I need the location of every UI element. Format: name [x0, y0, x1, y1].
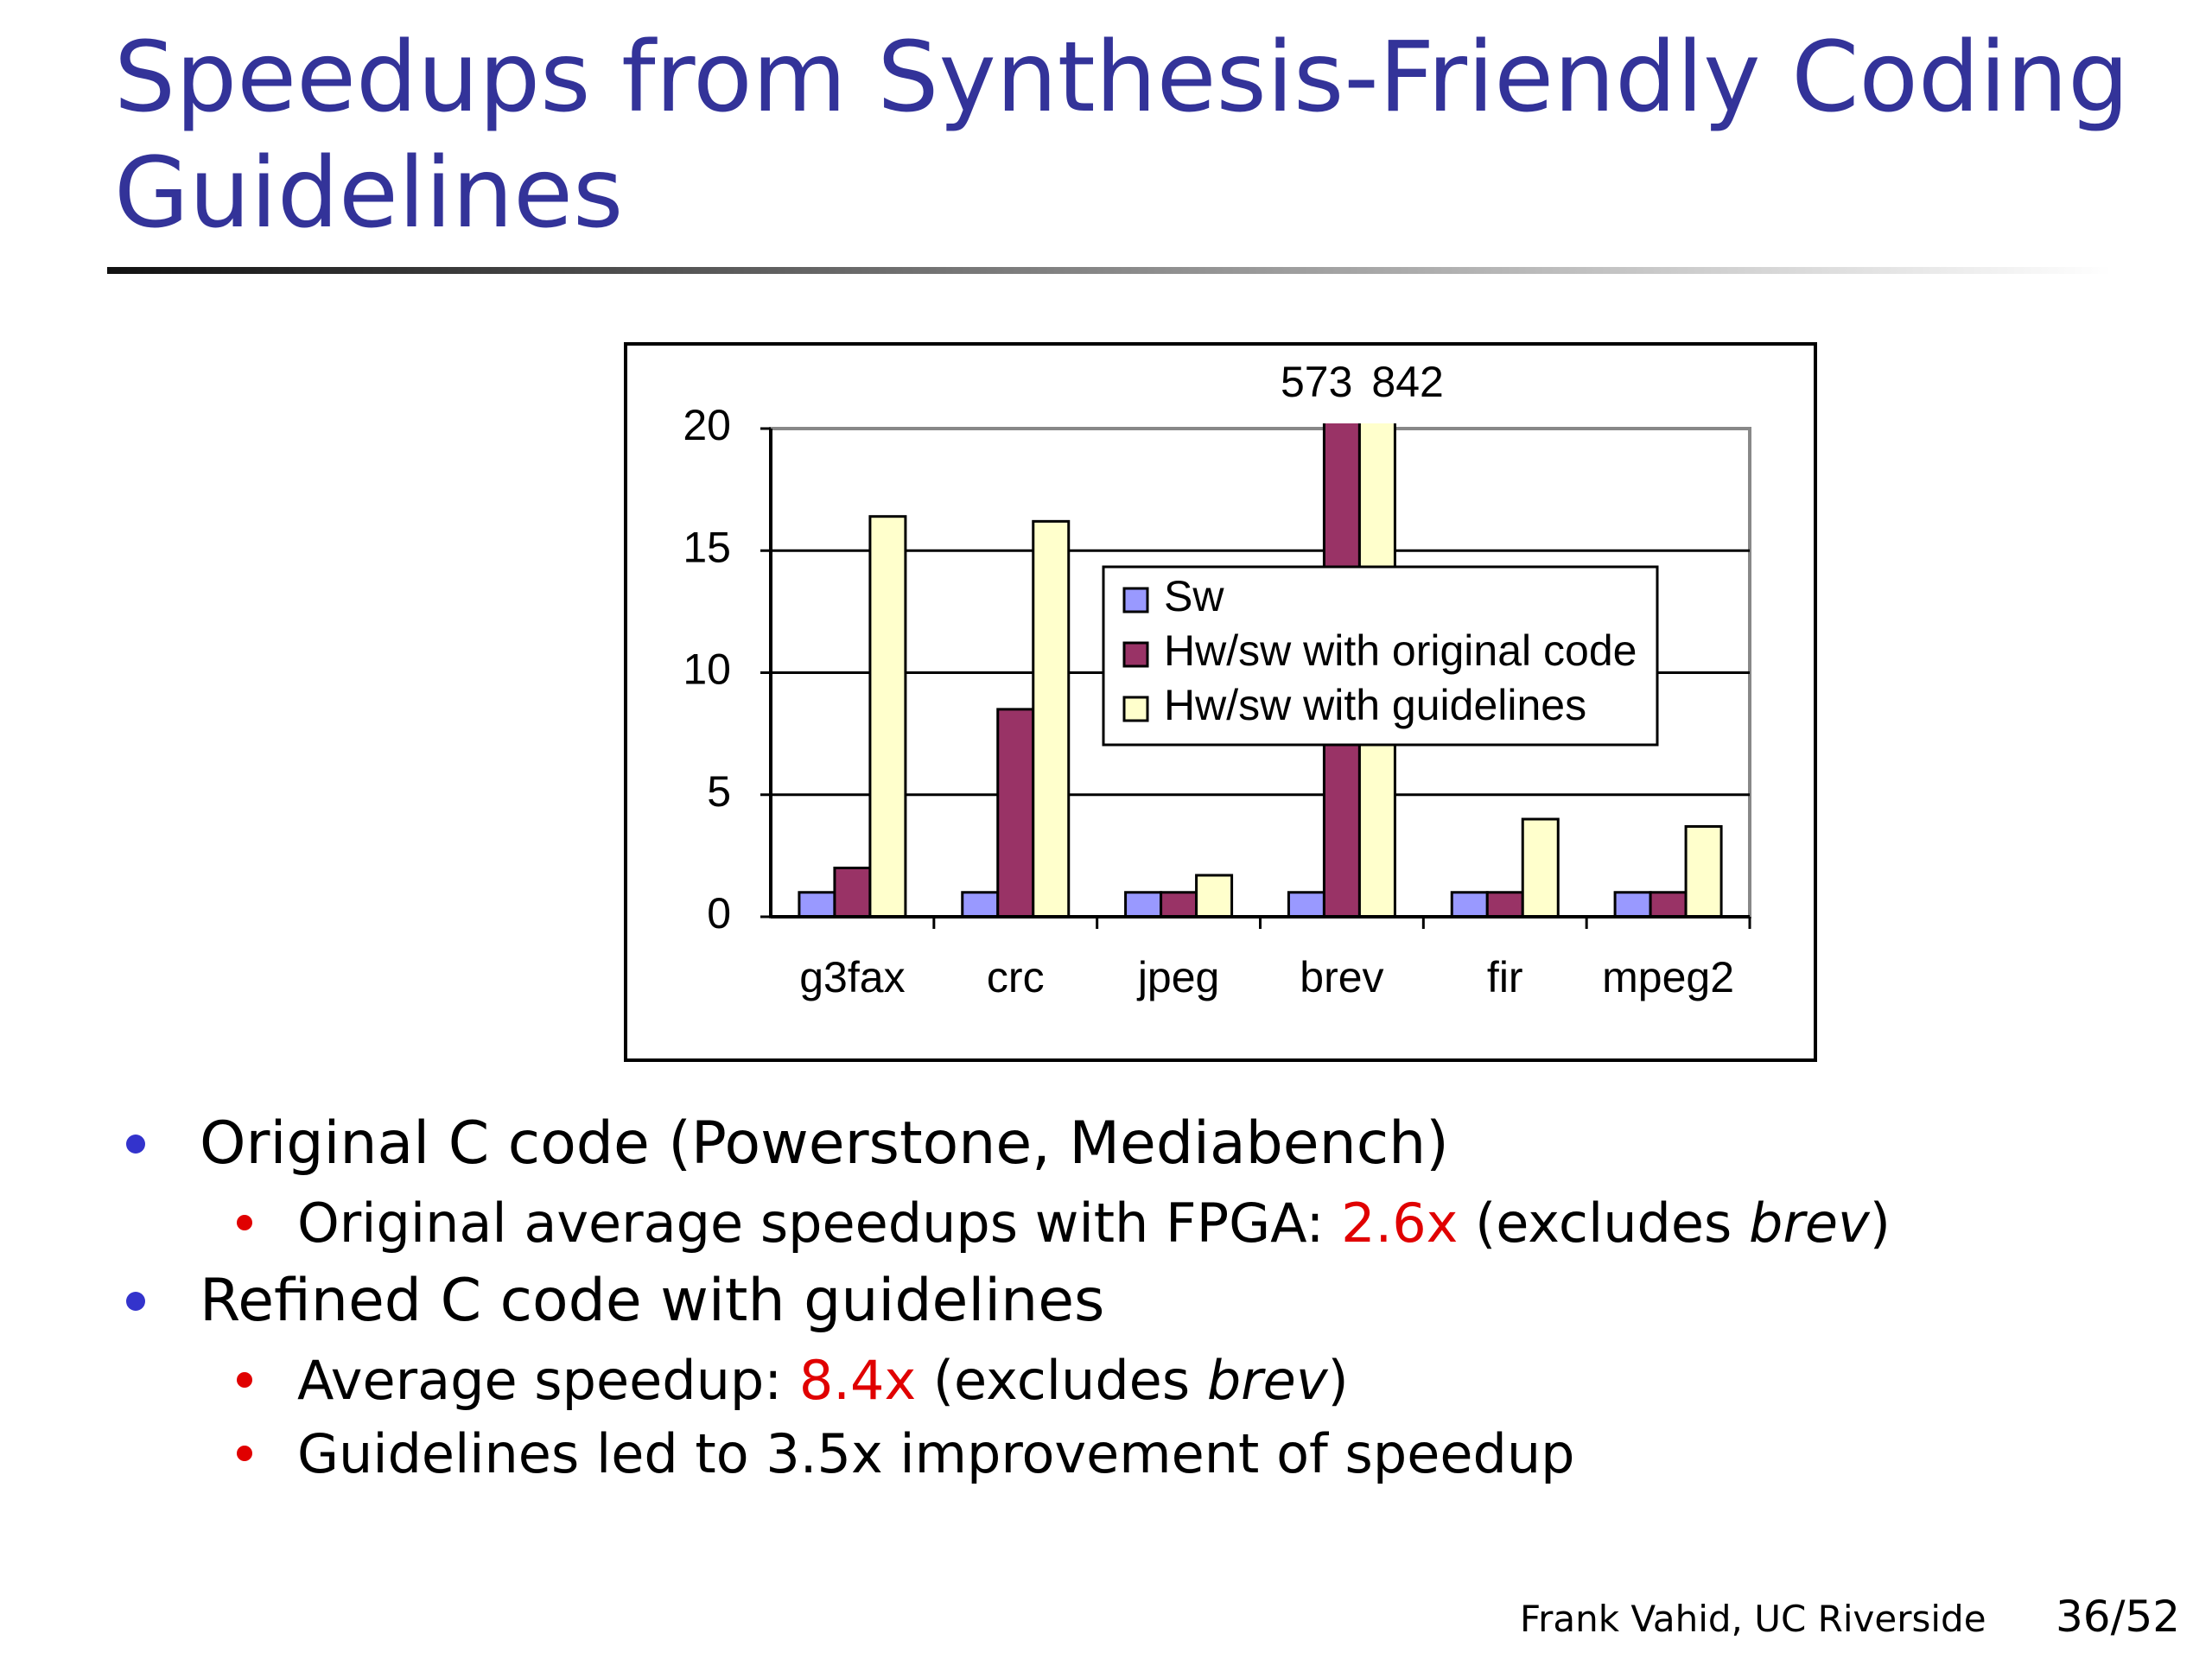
- text-run: 8.4x: [799, 1349, 916, 1412]
- x-tick-label: g3fax: [799, 953, 905, 1001]
- bullet-text: Refined C code with guidelines: [200, 1267, 1104, 1335]
- bar: [1160, 891, 1198, 917]
- bar: [1322, 423, 1361, 917]
- text-run: Original C code (Powerstone, Mediabench): [200, 1109, 1449, 1178]
- chart: 0 5 10 15 20 g3fax crc jpeg brev 573 842 fir mpeg2 Sw…: [683, 358, 1751, 1001]
- bullet-list: Original C code (Powerstone, Mediabench)…: [126, 1109, 1891, 1485]
- y-tick-label: 0: [707, 889, 731, 938]
- legend-box: [1102, 565, 1659, 747]
- y-tick-label: 5: [707, 767, 731, 816]
- y-tick-label: 10: [683, 645, 731, 694]
- legend-swatch: [1122, 587, 1149, 613]
- bullet: [237, 1372, 252, 1388]
- bullet-text: Original average speedups with FPGA: 2.6…: [297, 1192, 1891, 1255]
- bar: [1450, 891, 1489, 917]
- bar: [798, 891, 836, 917]
- bar: [961, 891, 1000, 917]
- page-number: 36/52: [2056, 1592, 2180, 1642]
- text-run: Guidelines led to 3.5x improvement of sp…: [297, 1422, 1575, 1485]
- bullet: [126, 1135, 145, 1154]
- x-tick-label: jpeg: [1136, 953, 1220, 1001]
- bar: [868, 515, 907, 917]
- text-run: (excludes: [916, 1349, 1207, 1412]
- legend-label: Hw/sw with guidelines: [1164, 681, 1586, 729]
- text-run: ): [1870, 1192, 1891, 1255]
- x-tick-label: crc: [987, 953, 1045, 1001]
- bullet-text: Guidelines led to 3.5x improvement of sp…: [297, 1422, 1575, 1485]
- legend-label: Hw/sw with original code: [1164, 626, 1637, 675]
- y-tick-label: 20: [683, 401, 731, 449]
- legend-label: Sw: [1164, 572, 1224, 620]
- x-tick-label: mpeg2: [1602, 953, 1734, 1001]
- bar: [1485, 891, 1524, 917]
- bullet-text: Average speedup: 8.4x (excludes brev): [297, 1349, 1349, 1412]
- bullet-text: Original C code (Powerstone, Mediabench): [200, 1109, 1449, 1178]
- value-label: 573: [1281, 358, 1352, 406]
- bar: [1649, 891, 1688, 917]
- footer-author: Frank Vahid, UC Riverside: [1520, 1598, 1986, 1640]
- bar: [833, 867, 872, 917]
- text-run: (excludes: [1458, 1192, 1749, 1255]
- bullet: [237, 1215, 252, 1230]
- bar: [1124, 891, 1163, 917]
- text-run: ): [1328, 1349, 1349, 1412]
- x-tick-label: fir: [1487, 953, 1523, 1001]
- bar: [1032, 519, 1071, 917]
- bar: [1357, 423, 1396, 917]
- title-line: Speedups from Synthesis-Friendly Coding: [114, 22, 2129, 134]
- title-underline: [107, 267, 2112, 274]
- bar: [1613, 891, 1652, 917]
- title-line: Guidelines: [114, 137, 623, 250]
- bullet: [126, 1292, 145, 1311]
- y-tick-label: 15: [683, 523, 731, 571]
- text-run: brev: [1207, 1349, 1329, 1412]
- text-run: 2.6x: [1341, 1192, 1458, 1255]
- legend-swatch: [1122, 641, 1149, 668]
- bar: [1195, 874, 1234, 917]
- bar: [996, 708, 1035, 917]
- bar: [1287, 891, 1325, 917]
- bullet: [237, 1446, 252, 1461]
- legend-swatch: [1122, 696, 1149, 722]
- text-run: Average speedup:: [297, 1349, 799, 1412]
- text-run: brev: [1749, 1192, 1871, 1255]
- bar: [1684, 824, 1723, 917]
- x-tick-label: brev: [1300, 953, 1383, 1001]
- text-run: Original average speedups with FPGA:: [297, 1192, 1341, 1255]
- bar: [1521, 817, 1560, 917]
- text-run: Refined C code with guidelines: [200, 1267, 1104, 1335]
- value-label: 842: [1371, 358, 1443, 406]
